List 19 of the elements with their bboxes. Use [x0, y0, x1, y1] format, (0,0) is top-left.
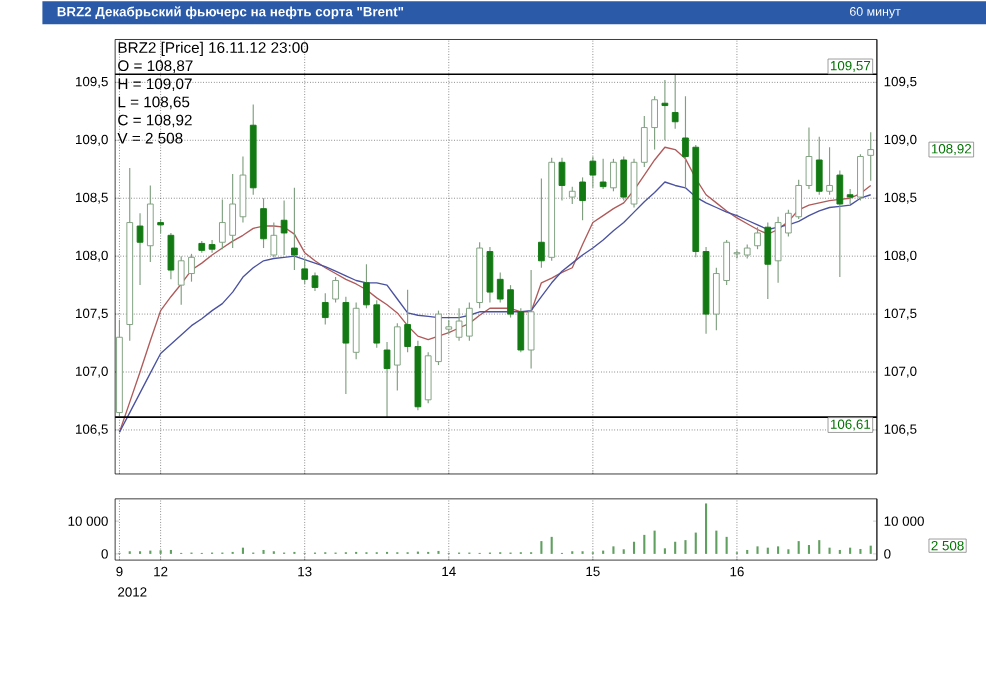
candlestick — [867, 132, 875, 182]
candlestick — [146, 185, 154, 263]
candlestick — [857, 154, 864, 202]
candlestick — [291, 187, 298, 272]
candlestick — [270, 222, 278, 259]
candlestick — [671, 74, 679, 130]
candlestick — [321, 293, 329, 326]
candlestick — [280, 200, 288, 257]
candlestick — [342, 296, 350, 396]
candlestick — [754, 227, 761, 251]
candlestick — [610, 158, 617, 193]
candlestick — [332, 276, 339, 304]
candlestick — [167, 232, 175, 281]
candlestick — [826, 147, 833, 196]
candlestick — [352, 302, 360, 361]
candlestick — [527, 269, 535, 370]
candlestick — [393, 323, 401, 392]
candlestick — [208, 239, 216, 254]
candlestick — [589, 156, 597, 189]
